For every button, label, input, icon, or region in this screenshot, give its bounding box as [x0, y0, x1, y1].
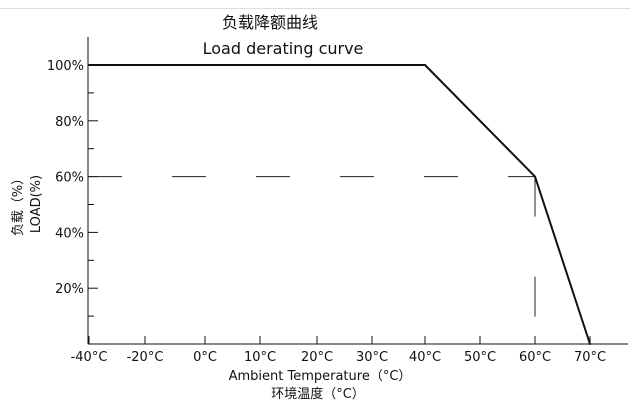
- series-group: [88, 64, 591, 345]
- x-tick-labels: -40°C -20°C 0°C 10°C 20°C 30°C 40°C 50°C 60°C 70°…: [71, 350, 606, 365]
- x-axis-label-cn: 环境温度（°C）: [271, 386, 365, 402]
- x-tick-label: -40°C: [71, 350, 108, 365]
- y-tick-label: 80%: [55, 115, 84, 130]
- y-tick-label: 40%: [55, 226, 84, 241]
- data-point: [88, 64, 90, 66]
- x-tick-label: 30°C: [356, 350, 388, 365]
- chart-title: 负载降额曲线: [222, 13, 318, 32]
- x-tick-label: 10°C: [244, 350, 276, 365]
- x-tick-label: 50°C: [464, 350, 496, 365]
- y-tick-label: 60%: [55, 171, 84, 186]
- reference-lines: [88, 176, 536, 344]
- x-tick-label: 0°C: [193, 350, 217, 365]
- y-axis-label-cn: 负载（%）: [11, 172, 26, 236]
- series-line: [89, 64, 591, 345]
- y-tick-labels: 20% 40% 60% 80% 100%: [47, 59, 84, 297]
- data-point: [534, 175, 536, 178]
- x-axis-label: Ambient Temperature（°C）: [229, 369, 412, 384]
- x-tick-label: -20°C: [127, 350, 164, 365]
- x-tick-label: 60°C: [519, 350, 551, 365]
- y-tick-label: 100%: [47, 59, 84, 74]
- y-tick-label: 20%: [55, 282, 84, 297]
- data-point: [589, 343, 591, 345]
- chart-subtitle: Load derating curve: [203, 39, 364, 58]
- x-tick-label: 20°C: [301, 350, 333, 365]
- data-point: [424, 64, 426, 66]
- y-axis-label-en: LOAD(%): [29, 175, 44, 233]
- top-divider: [0, 8, 630, 9]
- x-tick-label: 40°C: [409, 350, 441, 365]
- axes: [87, 37, 628, 345]
- x-tick-label: 70°C: [574, 350, 606, 365]
